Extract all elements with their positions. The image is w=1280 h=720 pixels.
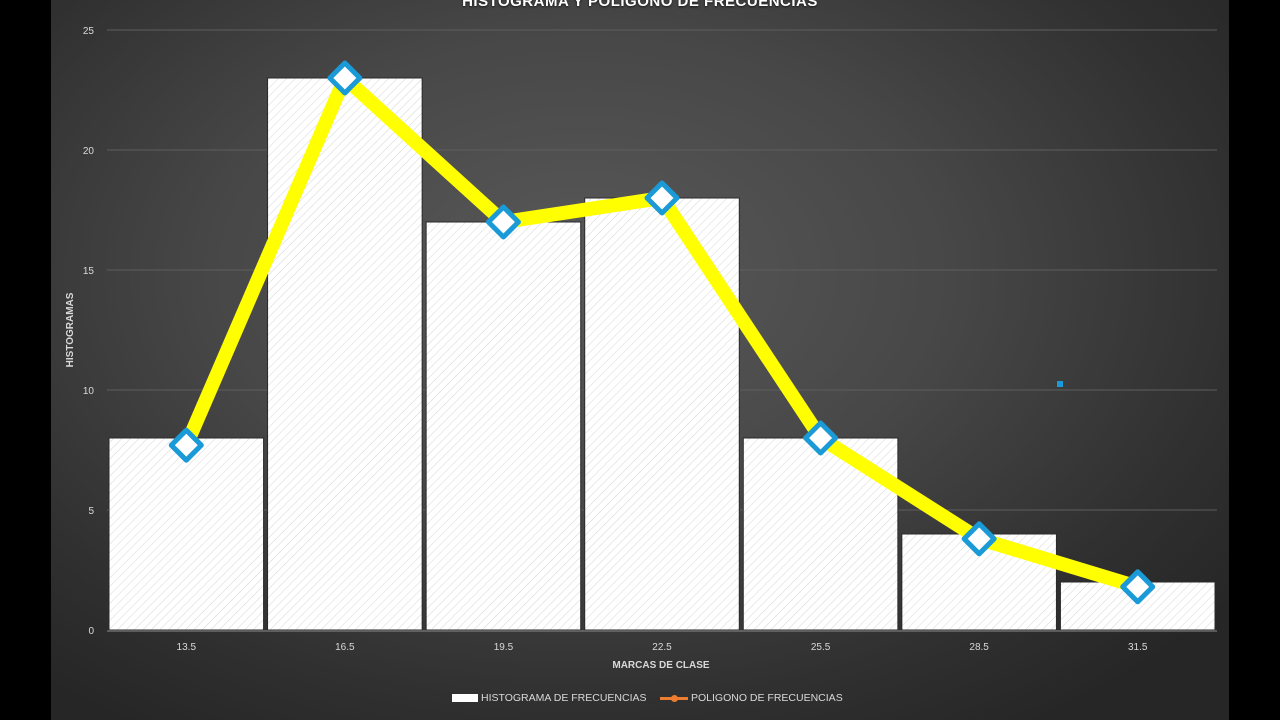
x-tick-label: 31.5	[1128, 642, 1148, 653]
y-tick-label: 15	[83, 266, 95, 277]
y-tick-label: 5	[88, 506, 94, 517]
polygon-marker	[803, 420, 839, 456]
legend-item-polygon: POLIGONO DE FRECUENCIAS	[660, 692, 843, 704]
chart-area: HISTOGRAMA Y POLIGONO DE FRECUENCIAS 0 5 1…	[51, 0, 1229, 720]
x-tick-label: 13.5	[177, 642, 197, 653]
stray-marker-point	[1057, 381, 1063, 387]
x-tick-label: 22.5	[652, 642, 672, 653]
y-axis-title: HISTOGRAMAS	[65, 292, 76, 367]
polygon-marker	[327, 60, 363, 96]
y-tick-label: 25	[83, 26, 95, 37]
y-tick-label: 10	[83, 386, 95, 397]
polygon-marker	[1120, 569, 1156, 605]
x-tick-label: 28.5	[969, 642, 989, 653]
chart-plot: 0 5 10 15 20 25 13.5 16.5 19.5 22.5 25.5 28.5 31.5 M…	[65, 26, 1217, 671]
x-tick-label: 25.5	[811, 642, 831, 653]
x-tick-label: 16.5	[335, 642, 355, 653]
histogram-bar	[425, 221, 582, 631]
letterbox-left	[0, 0, 51, 720]
x-axis-title: MARCAS DE CLASE	[612, 660, 710, 671]
legend-swatch-histogram	[452, 694, 478, 702]
polygon-marker	[961, 521, 997, 557]
chart-legend: HISTOGRAMA DE FRECUENCIAS POLIGONO DE FR…	[51, 692, 1229, 708]
y-tick-label: 0	[88, 626, 94, 637]
histogram-bar	[267, 77, 423, 631]
polygon-marker	[644, 180, 680, 216]
legend-label-histogram: HISTOGRAMA DE FRECUENCIAS	[481, 692, 647, 704]
legend-swatch-polygon	[660, 694, 688, 702]
letterbox-right	[1229, 0, 1280, 720]
legend-label-polygon: POLIGONO DE FRECUENCIAS	[691, 692, 843, 704]
polygon-marker	[485, 204, 521, 240]
histogram-bar	[584, 197, 740, 631]
x-tick-label: 19.5	[494, 642, 514, 653]
y-tick-label: 20	[83, 146, 95, 157]
histogram-bar	[108, 437, 265, 631]
chart-title: HISTOGRAMA Y POLIGONO DE FRECUENCIAS	[462, 0, 818, 10]
polygon-marker	[168, 427, 204, 463]
legend-item-histogram: HISTOGRAMA DE FRECUENCIAS	[452, 692, 647, 704]
